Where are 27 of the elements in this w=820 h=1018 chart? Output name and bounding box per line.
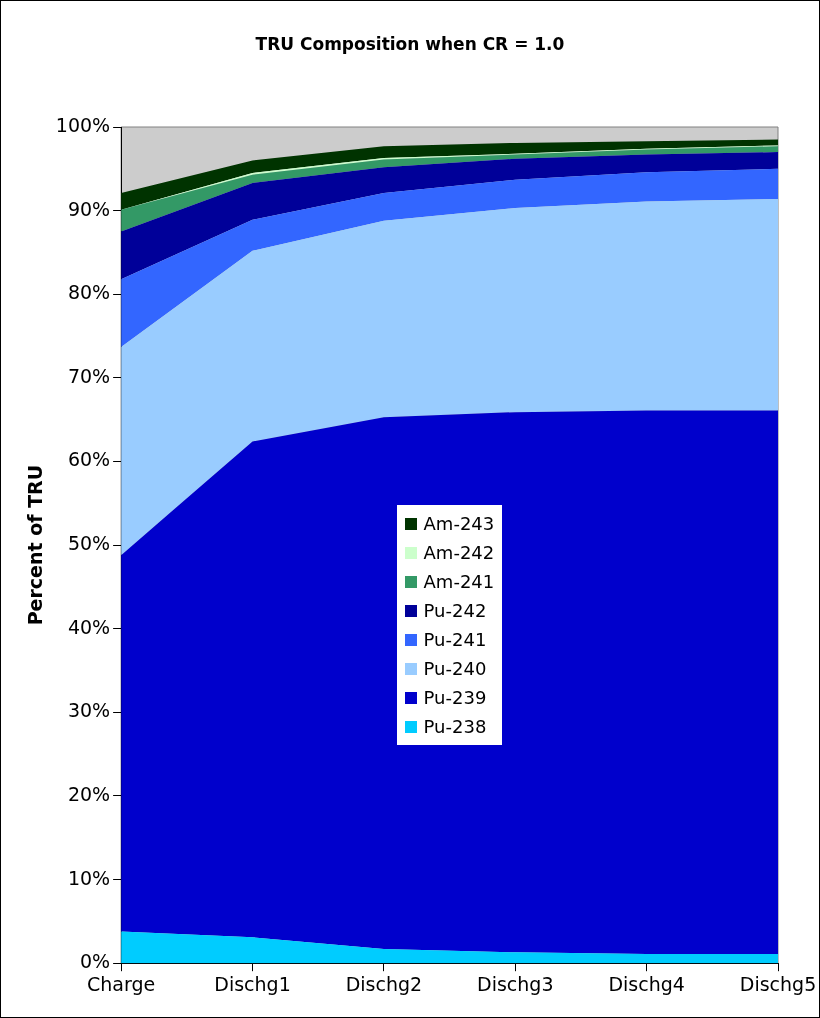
y-tick-label: 60% <box>67 448 111 471</box>
x-tick-label: Charge <box>87 972 156 995</box>
legend-label: Am-243 <box>423 512 495 537</box>
x-tick-label: Dischg4 <box>608 972 685 995</box>
y-tick-label: 70% <box>67 364 111 387</box>
legend-label: Pu-242 <box>423 599 487 624</box>
y-tick-label: 100% <box>55 113 111 136</box>
y-tick-label: 10% <box>67 866 111 889</box>
legend-label: Pu-239 <box>423 686 487 711</box>
legend-label: Pu-241 <box>423 628 487 653</box>
y-tick-label: 40% <box>67 615 111 638</box>
x-tick-label: Dischg1 <box>214 972 291 995</box>
x-tick-label: Dischg5 <box>739 972 817 995</box>
y-tick-label: 90% <box>67 197 111 220</box>
y-tick-label: 50% <box>67 532 111 555</box>
y-axis-title: Percent of TRU <box>24 464 47 626</box>
x-tick-label: Dischg3 <box>477 972 554 995</box>
legend-label: Am-242 <box>423 541 495 566</box>
chart-title: TRU Composition when CR = 1.0 <box>254 34 566 54</box>
y-tick-label: 80% <box>67 281 111 304</box>
x-tick-label: Dischg2 <box>345 972 423 995</box>
y-tick-label: 20% <box>67 782 111 805</box>
y-tick-label: 0% <box>79 950 111 973</box>
legend-label: Am-241 <box>423 570 495 595</box>
legend-label: Pu-240 <box>423 657 487 682</box>
y-tick-label: 30% <box>67 699 111 722</box>
legend-label: Pu-238 <box>423 715 487 740</box>
